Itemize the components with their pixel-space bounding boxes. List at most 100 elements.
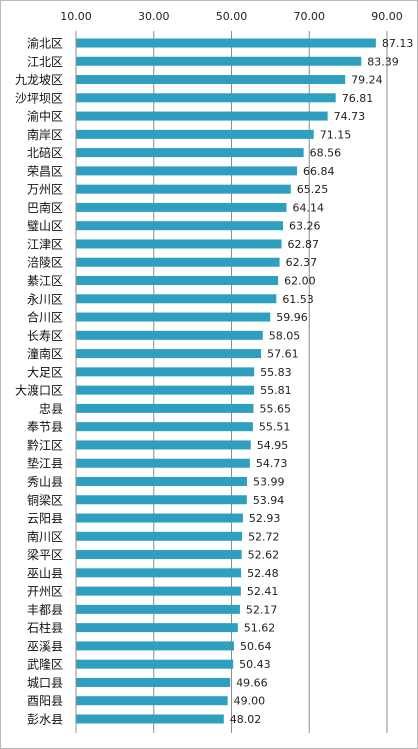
bar xyxy=(76,202,287,212)
bar xyxy=(76,422,253,432)
category-label: 石柱县 xyxy=(27,620,63,635)
x-tick-label: 10.00 xyxy=(60,10,92,23)
bar xyxy=(76,403,254,413)
category-label: 合川区 xyxy=(27,310,63,325)
category-label: 沙坪坝区 xyxy=(15,91,63,105)
bar xyxy=(76,385,255,395)
value-label: 63.26 xyxy=(289,220,321,233)
category-label: 开州区 xyxy=(27,585,63,599)
category-label: 武隆区 xyxy=(27,657,63,672)
value-label: 61.53 xyxy=(282,293,314,306)
bar xyxy=(76,568,242,578)
category-label: 九龙坡区 xyxy=(15,73,63,87)
bar xyxy=(76,330,263,340)
bar xyxy=(76,312,271,322)
category-label: 万州区 xyxy=(27,183,63,197)
bar xyxy=(76,586,241,596)
bar xyxy=(76,294,277,304)
category-label: 巫山县 xyxy=(27,566,63,580)
value-label: 66.84 xyxy=(303,165,335,178)
bar xyxy=(76,550,242,560)
bar xyxy=(76,495,247,505)
category-label: 璧山区 xyxy=(27,218,63,233)
bar xyxy=(76,513,243,523)
value-label: 52.17 xyxy=(246,603,278,616)
bar xyxy=(76,257,280,267)
bar xyxy=(76,276,279,286)
category-label: 铜梁区 xyxy=(27,492,63,507)
value-label: 55.65 xyxy=(259,402,291,415)
category-label: 南川区 xyxy=(27,529,63,544)
category-label: 奉节县 xyxy=(27,420,63,434)
value-label: 54.95 xyxy=(257,439,289,452)
category-label: 永川区 xyxy=(27,292,63,306)
value-label: 65.25 xyxy=(297,183,329,196)
category-label: 大足区 xyxy=(27,365,63,379)
value-label: 49.00 xyxy=(234,695,265,708)
value-label: 55.51 xyxy=(259,421,291,434)
category-label: 巴南区 xyxy=(27,200,63,215)
x-tick-label: 50.00 xyxy=(216,10,248,23)
value-labels: 87.13 83.39 79.24 76.81 74.73 71.15 68.56 66.84… xyxy=(230,37,414,726)
category-label: 江北区 xyxy=(27,55,63,69)
category-label: 秀山县 xyxy=(27,475,63,489)
category-label: 涪陵区 xyxy=(27,255,63,270)
bar xyxy=(76,458,250,468)
value-label: 87.13 xyxy=(382,37,414,50)
x-axis-ticks: 10.00 30.00 50.00 70.00 90.00 xyxy=(60,10,403,23)
x-tick-label: 90.00 xyxy=(371,10,403,23)
bar xyxy=(76,221,284,231)
value-label: 55.83 xyxy=(260,366,292,379)
value-label: 64.14 xyxy=(292,201,324,214)
value-label: 68.56 xyxy=(310,147,342,160)
category-label: 綦江区 xyxy=(27,274,63,288)
category-label: 彭水县 xyxy=(27,712,63,726)
category-label: 云阳县 xyxy=(27,512,63,526)
bar xyxy=(76,239,282,249)
category-label: 大渡口区 xyxy=(15,383,63,398)
bar xyxy=(76,677,231,687)
category-label: 长寿区 xyxy=(27,329,63,343)
bar xyxy=(76,184,291,194)
category-label: 巫溪县 xyxy=(27,639,63,653)
bar xyxy=(76,349,262,359)
value-label: 55.81 xyxy=(260,384,292,397)
category-label: 城口县 xyxy=(27,676,63,690)
value-label: 52.72 xyxy=(248,530,280,543)
bar xyxy=(76,531,243,541)
bar xyxy=(76,166,297,176)
bar xyxy=(76,696,228,706)
category-label: 渝北区 xyxy=(27,36,63,51)
bars xyxy=(76,38,376,724)
bar xyxy=(76,367,255,377)
value-label: 50.64 xyxy=(240,640,272,653)
category-label: 酉阳县 xyxy=(27,694,63,708)
value-label: 62.37 xyxy=(286,256,318,269)
value-label: 53.94 xyxy=(253,494,285,507)
value-label: 51.62 xyxy=(244,622,275,635)
category-label: 垫江县 xyxy=(27,456,63,471)
value-label: 50.43 xyxy=(239,658,271,671)
bar xyxy=(76,623,238,633)
bar xyxy=(76,641,234,651)
bar xyxy=(76,75,346,85)
category-label: 梁平区 xyxy=(27,547,63,562)
value-label: 62.00 xyxy=(284,275,316,288)
bar xyxy=(76,93,336,103)
category-label: 潼南区 xyxy=(27,346,63,361)
value-label: 59.96 xyxy=(276,311,308,324)
category-label: 北碚区 xyxy=(27,145,63,160)
bar xyxy=(76,604,240,614)
value-label: 52.62 xyxy=(248,549,279,562)
category-label: 忠县 xyxy=(39,402,63,416)
category-label: 荣昌区 xyxy=(27,164,63,178)
value-label: 83.39 xyxy=(367,55,399,68)
value-label: 79.24 xyxy=(351,74,383,87)
category-label: 江津区 xyxy=(27,237,63,251)
value-label: 52.93 xyxy=(249,512,281,525)
value-label: 76.81 xyxy=(342,92,374,105)
gridlines xyxy=(153,31,388,733)
value-label: 71.15 xyxy=(320,128,352,141)
